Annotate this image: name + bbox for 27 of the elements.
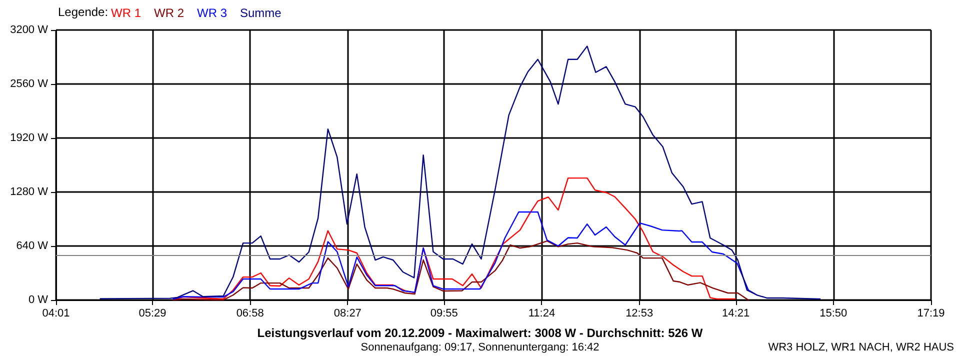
text: WR 1	[111, 6, 142, 20]
x-tick-label: 15:50	[820, 308, 848, 320]
x-tick-label: 11:24	[528, 308, 556, 320]
x-tick-label: 04:01	[42, 308, 70, 320]
x-tick-label: 09:55	[430, 308, 458, 320]
line-series	[100, 46, 821, 300]
x-tick-label: 14:21	[722, 308, 750, 320]
y-tick-label: 0 W	[28, 294, 49, 306]
text: Summe	[240, 6, 282, 20]
x-tick-label: 06:58	[236, 308, 264, 320]
text: Sonnenaufgang: 09:17, Sonnenuntergang: 16:42	[360, 342, 600, 354]
y-tick-label: 640 W	[16, 240, 49, 252]
x-tick-label: 12:53	[626, 308, 654, 320]
text: WR 3	[197, 6, 228, 20]
line-series	[172, 211, 758, 300]
text: Leistungsverlauf vom 20.12.2009 - Maximalwert: 3008 W - Durchschnitt: 526 W	[257, 326, 704, 340]
text: WR3 HOLZ, WR1 NACH, WR2 HAUS	[768, 342, 954, 354]
x-tick-label: 17:19	[917, 308, 945, 320]
line-series	[172, 240, 749, 301]
y-tick-label: 3200 W	[10, 24, 49, 36]
y-tick-label: 1280 W	[10, 186, 49, 198]
x-tick-label: 08:27	[334, 308, 362, 320]
y-tick-label: 2560 W	[10, 78, 49, 90]
x-tick-label: 05:29	[138, 308, 166, 320]
y-tick-label: 1920 W	[10, 132, 49, 144]
text: WR 2	[154, 6, 184, 20]
legend-title: Legende:	[58, 5, 108, 19]
